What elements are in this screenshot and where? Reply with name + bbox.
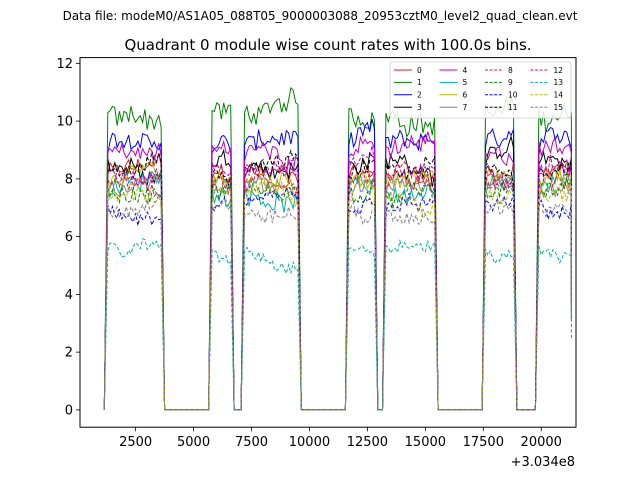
y-tick-label: 2 bbox=[65, 346, 73, 361]
x-tick-label: 7500 bbox=[235, 435, 268, 450]
x-tick-label: 10000 bbox=[289, 435, 330, 450]
legend-label-13: 13 bbox=[554, 78, 564, 87]
legend-label-9: 9 bbox=[508, 78, 513, 87]
series-line-6 bbox=[103, 162, 572, 411]
legend-label-5: 5 bbox=[463, 78, 468, 87]
legend-label-12: 12 bbox=[554, 66, 564, 75]
x-tick-label: 5000 bbox=[177, 435, 210, 450]
chart-title: Quadrant 0 module wise count rates with … bbox=[124, 36, 531, 54]
legend-label-4: 4 bbox=[463, 66, 468, 75]
series-line-12 bbox=[103, 145, 572, 411]
y-tick-label: 4 bbox=[65, 288, 73, 303]
legend-label-11: 11 bbox=[508, 103, 518, 112]
legend-box bbox=[389, 61, 572, 119]
series-line-13 bbox=[103, 238, 572, 411]
axes-frame bbox=[79, 57, 577, 428]
series-line-4 bbox=[103, 131, 572, 411]
series-line-0 bbox=[103, 153, 572, 411]
y-tick-label: 8 bbox=[65, 172, 73, 187]
legend-label-2: 2 bbox=[417, 91, 422, 100]
legend-label-10: 10 bbox=[508, 91, 518, 100]
series-line-3 bbox=[103, 134, 572, 411]
series-line-7 bbox=[103, 170, 572, 411]
series-line-9 bbox=[103, 177, 572, 411]
legend-label-15: 15 bbox=[554, 103, 564, 112]
x-tick-label: 20000 bbox=[521, 435, 562, 450]
y-tick-label: 0 bbox=[65, 403, 73, 418]
legend-label-6: 6 bbox=[463, 91, 468, 100]
legend-label-7: 7 bbox=[463, 103, 468, 112]
series-line-2 bbox=[103, 118, 572, 411]
x-tick-label: 17500 bbox=[463, 435, 504, 450]
plot-area bbox=[103, 86, 572, 411]
suptitle: Data file: modeM0/AS1A05_088T05_90000030… bbox=[63, 9, 578, 23]
legend-label-1: 1 bbox=[417, 78, 422, 87]
series-line-14 bbox=[103, 172, 572, 411]
series-line-8 bbox=[103, 161, 572, 411]
series-line-15 bbox=[103, 191, 572, 411]
series-line-5 bbox=[103, 169, 572, 411]
y-tick-label: 6 bbox=[65, 230, 73, 245]
y-axis: 0 2 4 6 8 10 12 bbox=[56, 57, 80, 418]
x-tick-label: 12500 bbox=[347, 435, 388, 450]
y-tick-label: 10 bbox=[56, 115, 73, 130]
series-line-10 bbox=[103, 186, 572, 411]
legend-label-0: 0 bbox=[417, 66, 422, 75]
legend-label-3: 3 bbox=[417, 103, 422, 112]
series-line-11 bbox=[103, 149, 572, 411]
legend-label-8: 8 bbox=[508, 66, 513, 75]
y-tick-label: 12 bbox=[56, 57, 73, 72]
x-axis: 2500 5000 7500 10000 12500 15000 17500 20000 bbox=[119, 427, 562, 450]
legend-label-14: 14 bbox=[554, 91, 564, 100]
x-offset-label: +3.034e8 bbox=[511, 455, 575, 470]
x-tick-label: 2500 bbox=[119, 435, 152, 450]
series-line-1 bbox=[103, 86, 572, 411]
x-tick-label: 15000 bbox=[405, 435, 446, 450]
